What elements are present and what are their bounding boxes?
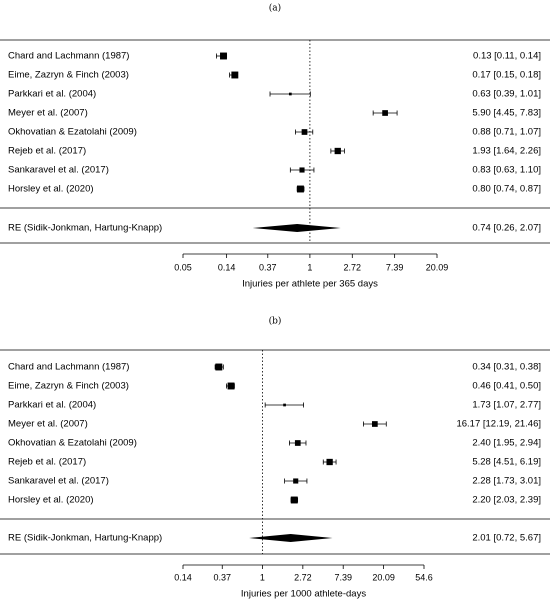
study-ci-text: 5.28 [4.51, 6.19] xyxy=(472,457,541,468)
point-estimate-marker xyxy=(297,185,304,193)
summary-label: RE (Sidik-Jonkman, Hartung-Knapp) xyxy=(8,223,162,234)
study-ci-text: 2.40 [1.95, 2.94] xyxy=(472,438,541,449)
point-estimate-marker xyxy=(290,496,298,504)
study-ci-text: 0.34 [0.31, 0.38] xyxy=(472,362,541,373)
forest-panel-a: (a) Chard and Lachmann (1987) 0.13 [0.11, … xyxy=(0,3,550,290)
x-tick-label: 7.39 xyxy=(386,262,404,272)
point-estimate-marker xyxy=(293,478,299,484)
summary-diamond xyxy=(249,534,333,542)
study-label: Okhovatian & Ezatolahi (2009) xyxy=(8,127,137,138)
summary-label: RE (Sidik-Jonkman, Hartung-Knapp) xyxy=(8,533,162,544)
study-label: Rejeb et al. (2017) xyxy=(8,146,86,157)
summary-diamond xyxy=(252,224,341,232)
study-label: Chard and Lachmann (1987) xyxy=(8,51,129,62)
point-estimate-marker xyxy=(231,71,239,79)
study-label: Okhovatian & Ezatolahi (2009) xyxy=(8,438,137,449)
study-ci-text: 1.73 [1.07, 2.77] xyxy=(472,400,541,411)
study-ci-text: 2.28 [1.73, 3.01] xyxy=(472,476,541,487)
x-tick-label: 1 xyxy=(307,262,312,272)
study-label: Meyer et al. (2007) xyxy=(8,108,88,119)
point-estimate-marker xyxy=(220,52,227,60)
study-ci-text: 0.88 [0.71, 1.07] xyxy=(472,127,541,138)
forest-panel-b: (b) Chard and Lachmann (1987) 0.34 [0.31, … xyxy=(0,316,550,600)
x-tick-label: 20.09 xyxy=(372,572,395,582)
x-tick-label: 0.05 xyxy=(174,262,192,272)
x-axis-title: Injuries per athlete per 365 days xyxy=(242,279,378,290)
x-tick-label: 20.09 xyxy=(426,262,449,272)
x-tick-label: 54.6 xyxy=(415,572,433,582)
summary-ci-text: 0.74 [0.26, 2.07] xyxy=(472,223,541,234)
x-tick-label: 0.14 xyxy=(174,572,192,582)
study-ci-text: 16.17 [12.19, 21.46] xyxy=(456,419,541,430)
point-estimate-marker xyxy=(294,440,301,446)
point-estimate-marker xyxy=(288,92,292,96)
study-ci-text: 0.46 [0.41, 0.50] xyxy=(472,381,541,392)
study-label: Eime, Zazryn & Finch (2003) xyxy=(8,70,129,81)
x-tick-label: 2.72 xyxy=(344,262,362,272)
x-tick-label: 2.72 xyxy=(294,572,312,582)
panel-label: (b) xyxy=(269,316,282,327)
study-label: Eime, Zazryn & Finch (2003) xyxy=(8,381,129,392)
x-axis-title: Injuries per 1000 athlete-days xyxy=(241,589,366,600)
study-label: Rejeb et al. (2017) xyxy=(8,457,86,468)
study-ci-text: 0.83 [0.63, 1.10] xyxy=(472,165,541,176)
point-estimate-marker xyxy=(227,382,235,390)
x-tick-label: 0.37 xyxy=(213,572,231,582)
study-label: Parkkari et al. (2004) xyxy=(8,89,96,100)
x-tick-label: 0.14 xyxy=(218,262,236,272)
study-ci-text: 1.93 [1.64, 2.26] xyxy=(472,146,541,157)
point-estimate-marker xyxy=(371,421,378,427)
study-ci-text: 0.63 [0.39, 1.01] xyxy=(472,89,541,100)
summary-ci-text: 2.01 [0.72, 5.67] xyxy=(472,533,541,544)
point-estimate-marker xyxy=(301,129,308,135)
point-estimate-marker xyxy=(334,147,341,155)
study-ci-text: 5.90 [4.45, 7.83] xyxy=(472,108,541,119)
study-ci-text: 0.17 [0.15, 0.18] xyxy=(472,70,541,81)
study-label: Horsley et al. (2020) xyxy=(8,184,94,195)
study-label: Chard and Lachmann (1987) xyxy=(8,362,129,373)
study-label: Sankaravel et al. (2017) xyxy=(8,165,109,176)
study-label: Meyer et al. (2007) xyxy=(8,419,88,430)
study-ci-text: 2.20 [2.03, 2.39] xyxy=(472,495,541,506)
panel-label: (a) xyxy=(269,3,281,14)
x-tick-label: 0.37 xyxy=(259,262,277,272)
x-tick-label: 1 xyxy=(260,572,265,582)
study-ci-text: 0.80 [0.74, 0.87] xyxy=(472,184,541,195)
point-estimate-marker xyxy=(382,110,388,116)
point-estimate-marker xyxy=(326,458,333,466)
study-label: Sankaravel et al. (2017) xyxy=(8,476,109,487)
study-label: Parkkari et al. (2004) xyxy=(8,400,96,411)
point-estimate-marker xyxy=(215,363,223,371)
study-ci-text: 0.13 [0.11, 0.14] xyxy=(473,51,541,62)
point-estimate-marker xyxy=(283,403,286,407)
study-label: Horsley et al. (2020) xyxy=(8,495,94,506)
x-tick-label: 7.39 xyxy=(334,572,352,582)
point-estimate-marker xyxy=(299,167,305,173)
